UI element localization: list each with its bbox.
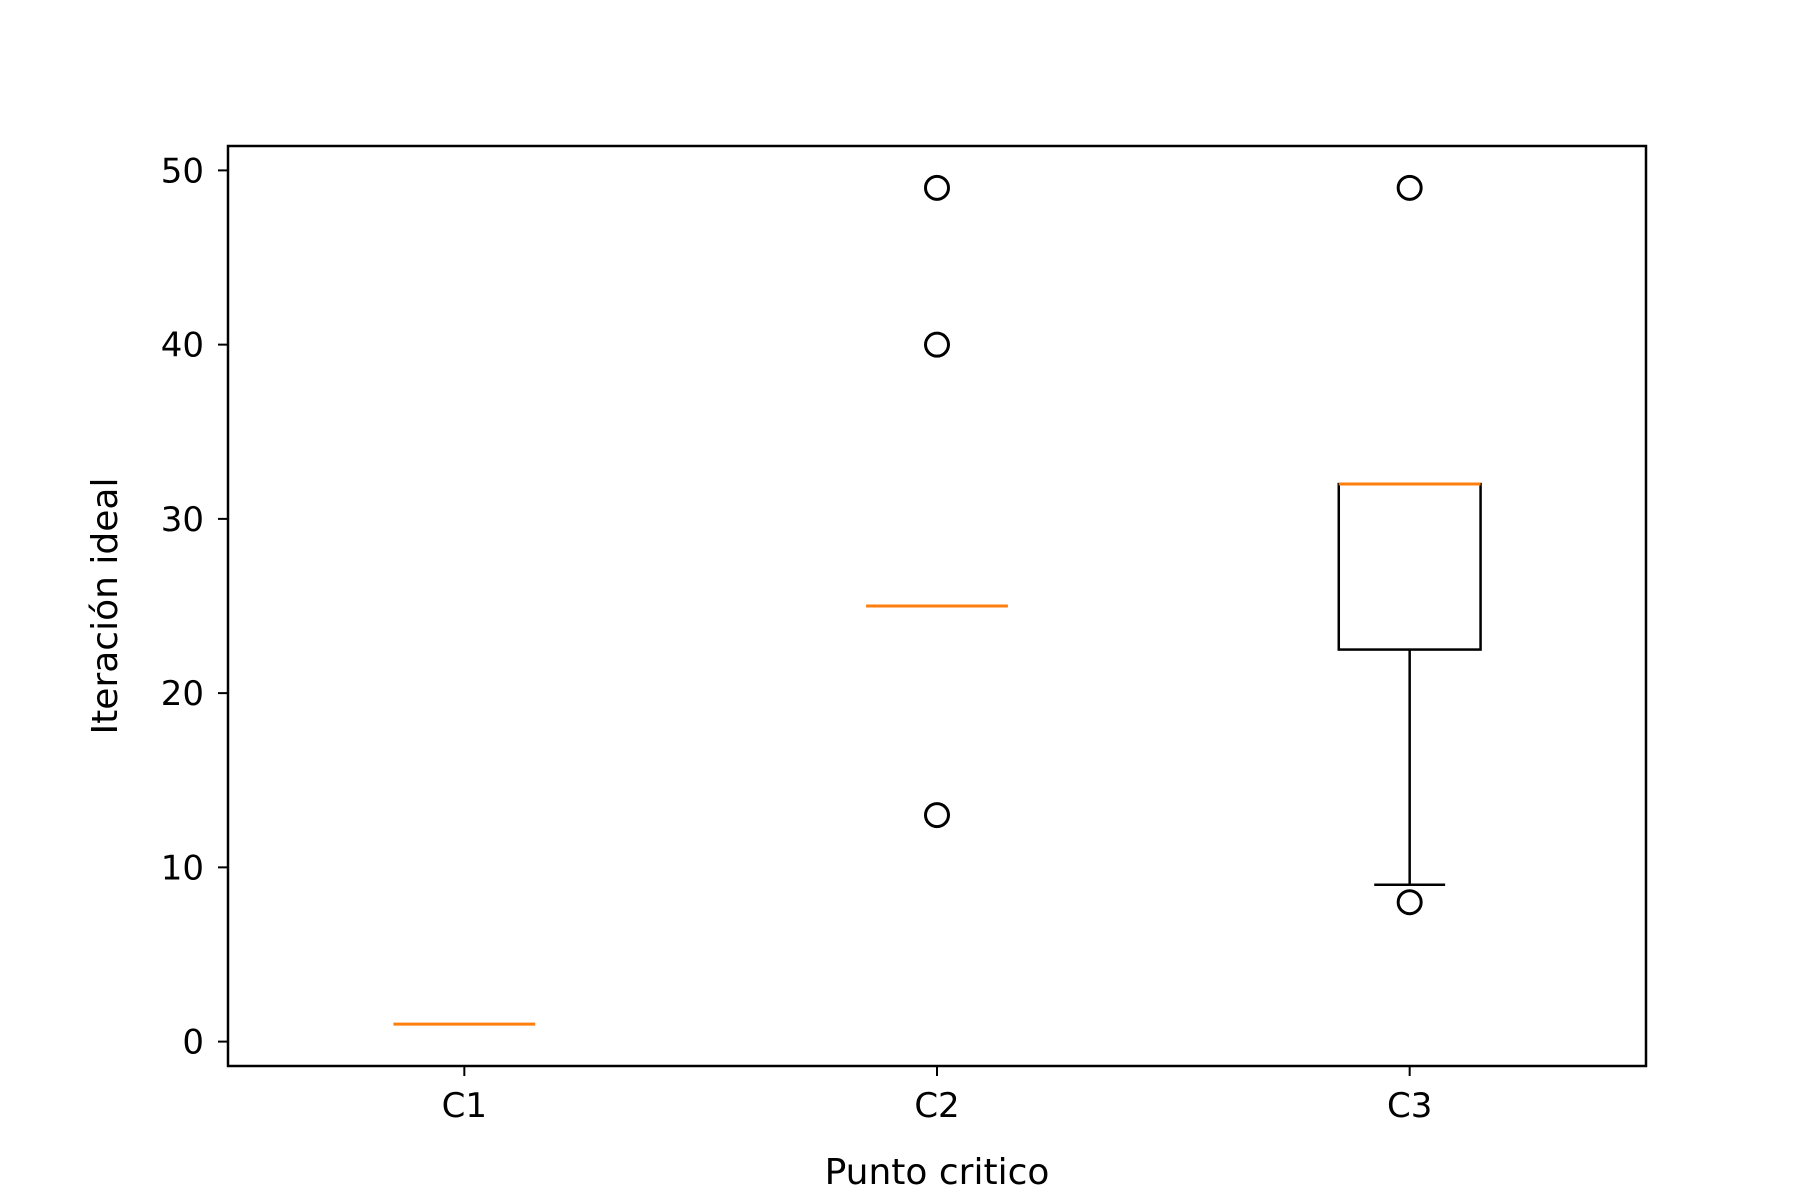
- y-tick-label-10: 10: [161, 848, 204, 888]
- outlier-c3: [1396, 889, 1423, 916]
- box-c3: [1337, 482, 1482, 651]
- outlier-c3: [1396, 174, 1423, 201]
- plot-area: [393, 174, 1482, 1026]
- outlier-c2: [924, 331, 950, 358]
- outlier-c2: [924, 174, 950, 201]
- y-tick-label-50: 50: [161, 151, 204, 191]
- y-tick-label-20: 20: [161, 674, 204, 714]
- y-tick-label-40: 40: [161, 326, 204, 366]
- x-tick-label-c2: C2: [914, 1086, 959, 1126]
- axis-ticks: C1 C2 C3 0 10 20 30 40 50: [161, 151, 1433, 1126]
- outlier-c2: [924, 802, 950, 829]
- x-tick-label-c3: C3: [1387, 1086, 1432, 1126]
- x-tick-label-c1: C1: [442, 1086, 487, 1126]
- y-tick-label-30: 30: [161, 500, 204, 540]
- x-axis-label: Punto critico: [825, 1152, 1050, 1193]
- y-axis-label: Iteración ideal: [85, 478, 126, 735]
- y-tick-label-0: 0: [182, 1023, 204, 1063]
